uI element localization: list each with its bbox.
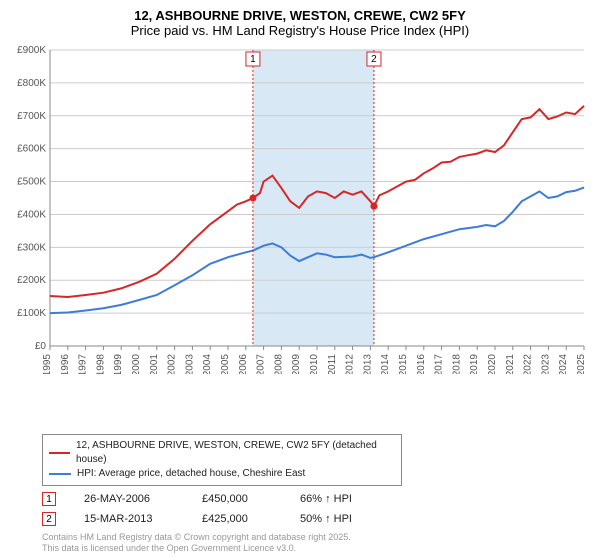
x-axis-label: 2002 xyxy=(167,354,178,374)
x-axis-label: 2018 xyxy=(451,354,462,374)
event-row: 1 26-MAY-2006 £450,000 66% ↑ HPI xyxy=(42,492,590,506)
y-axis-label: £500K xyxy=(17,177,46,188)
x-axis-label: 2009 xyxy=(291,354,302,374)
events-table: 1 26-MAY-2006 £450,000 66% ↑ HPI 2 15-MAR-201… xyxy=(42,492,590,532)
x-axis-label: 1995 xyxy=(42,354,53,374)
x-axis-label: 2005 xyxy=(220,354,231,374)
x-axis-label: 2012 xyxy=(345,354,356,374)
x-axis-label: 1998 xyxy=(95,354,106,374)
event-marker: 2 xyxy=(42,512,56,526)
y-axis-label: £800K xyxy=(17,78,46,89)
x-axis-label: 2014 xyxy=(380,354,391,374)
y-axis-label: £900K xyxy=(17,45,46,56)
x-axis-label: 2015 xyxy=(398,354,409,374)
y-axis-label: £0 xyxy=(35,341,47,352)
event-row: 2 15-MAR-2013 £425,000 50% ↑ HPI xyxy=(42,512,590,526)
legend-row: HPI: Average price, detached house, Ches… xyxy=(49,467,395,481)
x-axis-label: 2004 xyxy=(202,354,213,374)
footer-line-2: This data is licensed under the Open Gov… xyxy=(42,543,590,554)
marker-label-2: 2 xyxy=(371,54,377,65)
legend-row: 12, ASHBOURNE DRIVE, WESTON, CREWE, CW2 … xyxy=(49,439,395,467)
y-axis-label: £400K xyxy=(17,209,46,220)
footer-line-1: Contains HM Land Registry data © Crown c… xyxy=(42,532,590,543)
chart-area: £0 £100K £200K £300K £400K £500K £600K £700K £80… xyxy=(12,44,590,426)
event-delta: 50% ↑ HPI xyxy=(300,513,352,525)
legend-label: HPI: Average price, detached house, Ches… xyxy=(77,467,305,481)
x-axis-label: 2007 xyxy=(256,354,267,374)
y-axis-label: £300K xyxy=(17,242,46,253)
legend-swatch xyxy=(49,452,70,454)
x-axis-label: 2013 xyxy=(362,354,373,374)
event-price: £450,000 xyxy=(202,493,272,505)
legend: 12, ASHBOURNE DRIVE, WESTON, CREWE, CW2 … xyxy=(42,434,402,486)
legend-swatch xyxy=(49,473,71,475)
x-axis-label: 2010 xyxy=(309,354,320,374)
x-axis-label: 2024 xyxy=(558,354,569,374)
x-axis-label: 2025 xyxy=(576,354,587,374)
x-axis-label: 2023 xyxy=(540,354,551,374)
x-axis-label: 2000 xyxy=(131,354,142,374)
x-axis-label: 2011 xyxy=(327,354,338,374)
title-block: 12, ASHBOURNE DRIVE, WESTON, CREWE, CW2 … xyxy=(10,8,590,38)
y-axis-label: £100K xyxy=(17,308,46,319)
x-axis-label: 1997 xyxy=(78,354,89,374)
marker-label-1: 1 xyxy=(250,54,256,65)
event-date: 26-MAY-2006 xyxy=(84,493,174,505)
x-axis-label: 1996 xyxy=(60,354,71,374)
y-axis-label: £600K xyxy=(17,144,46,155)
x-axis-label: 2021 xyxy=(505,354,516,374)
event-date: 15-MAR-2013 xyxy=(84,513,174,525)
footer: Contains HM Land Registry data © Crown c… xyxy=(42,532,590,554)
x-axis-label: 2020 xyxy=(487,354,498,374)
y-axis-label: £700K xyxy=(17,111,46,122)
highlight-band xyxy=(253,50,374,346)
x-axis-label: 2016 xyxy=(416,354,427,374)
y-axis-label: £200K xyxy=(17,275,46,286)
x-axis-label: 2003 xyxy=(184,354,195,374)
event-price: £425,000 xyxy=(202,513,272,525)
chart-container: 12, ASHBOURNE DRIVE, WESTON, CREWE, CW2 … xyxy=(0,0,600,560)
x-axis-label: 2017 xyxy=(434,354,445,374)
event-marker: 1 xyxy=(42,492,56,506)
x-axis-label: 2022 xyxy=(523,354,534,374)
chart-svg: £0 £100K £200K £300K £400K £500K £600K £700K £80… xyxy=(12,44,590,374)
legend-label: 12, ASHBOURNE DRIVE, WESTON, CREWE, CW2 … xyxy=(76,439,395,467)
x-axis-label: 2006 xyxy=(238,354,249,374)
chart-title: 12, ASHBOURNE DRIVE, WESTON, CREWE, CW2 … xyxy=(10,8,590,23)
chart-subtitle: Price paid vs. HM Land Registry's House … xyxy=(10,23,590,38)
event-delta: 66% ↑ HPI xyxy=(300,493,352,505)
x-axis-label: 2008 xyxy=(273,354,284,374)
x-axis-label: 2019 xyxy=(469,354,480,374)
x-axis-label: 2001 xyxy=(149,354,160,374)
x-axis-label: 1999 xyxy=(113,354,124,374)
